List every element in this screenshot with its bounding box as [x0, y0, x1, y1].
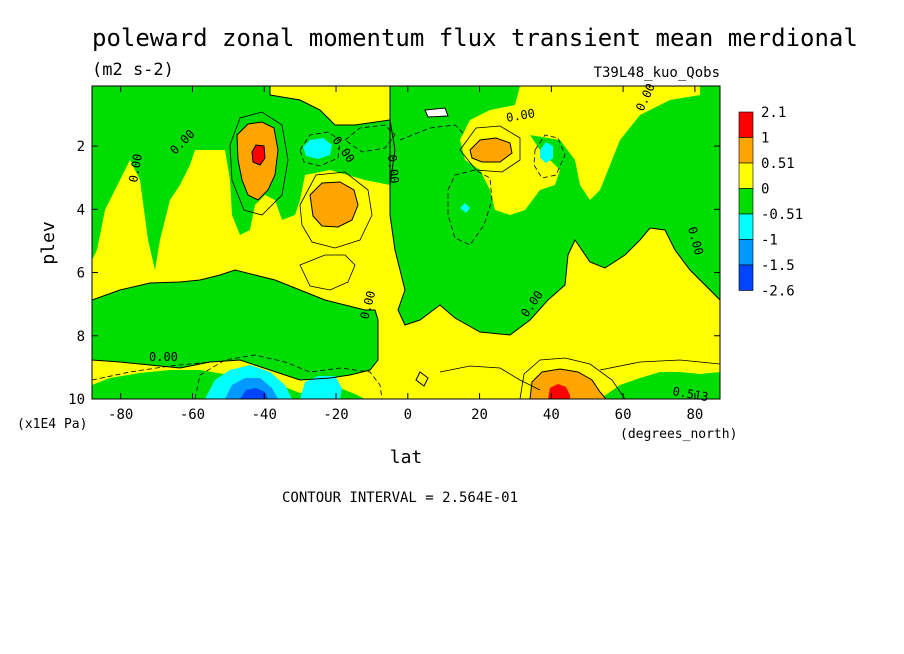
colorbar-swatch — [738, 213, 754, 240]
colorbar-swatch — [738, 111, 754, 138]
region-orange-nh — [470, 138, 512, 162]
y-axis-label: plev — [38, 221, 59, 264]
x-units-label: (degrees_north) — [620, 427, 737, 442]
x-axis-label: lat — [390, 447, 423, 468]
colorbar-label: 2.1 — [761, 105, 786, 121]
contour-label: 0.00 — [126, 153, 145, 184]
chart-title: poleward zonal momentum flux transient m… — [92, 24, 858, 52]
y-tick-label: 6 — [77, 266, 85, 282]
region-cyan-nh-mid — [460, 203, 470, 213]
region-cyan-surface-b — [300, 376, 342, 399]
contour-lines-dashed — [92, 124, 566, 399]
x-tick-label: -40 — [252, 407, 277, 423]
region-top-notch — [425, 108, 448, 117]
y-units-label: (x1E4 Pa) — [17, 417, 87, 432]
colorbar-swatch — [738, 264, 754, 291]
contour-label: 0.00 — [385, 154, 401, 184]
x-tick-label: -20 — [323, 407, 348, 423]
colorbar-label: -1.5 — [761, 258, 795, 274]
region-green-center — [390, 86, 720, 335]
x-tick-label: 80 — [686, 407, 703, 423]
region-red-nh-surface — [548, 384, 570, 399]
x-tick-label: -60 — [180, 407, 205, 423]
x-tick-label: 40 — [543, 407, 560, 423]
colorbar-swatch — [738, 137, 754, 164]
colorbar-label: 1 — [761, 131, 769, 147]
region-cyan-nh — [540, 142, 553, 163]
contour-interval-note: CONTOUR INTERVAL = 2.564E-01 — [282, 490, 518, 506]
colorbar-label: 0.51 — [761, 156, 795, 172]
colorbar-label: 0 — [761, 182, 769, 198]
region-cyan-sh — [303, 138, 332, 159]
region-green-nh-surface — [600, 372, 720, 399]
x-axis: -80 -60 -40 -20 0 20 40 60 80 — [108, 86, 703, 423]
y-tick-label: 10 — [68, 392, 85, 408]
contour-lines — [92, 86, 720, 399]
region-orange-nh-surface — [530, 369, 606, 399]
chart-units: (m2 s-2) — [92, 60, 174, 80]
colorbar-label: -2.6 — [761, 284, 795, 300]
x-tick-label: 20 — [471, 407, 488, 423]
y-tick-label: 4 — [77, 202, 85, 218]
contour-field — [92, 86, 720, 399]
colorbar-label: -1 — [761, 233, 778, 249]
y-axis: 2 4 6 8 10 — [68, 139, 720, 408]
y-tick-label: 2 — [77, 139, 85, 155]
colorbar-swatch — [738, 188, 754, 215]
contour-label: 0.00 — [149, 350, 178, 364]
contour-label: 0.00 — [505, 106, 536, 125]
region-darkblue-surface — [240, 388, 268, 399]
x-tick-label: -80 — [108, 407, 133, 423]
colorbar-legend: 2.1 1 0.51 0 -0.51 -1 -1.5 -2.6 — [738, 105, 803, 300]
y-tick-label: 8 — [77, 329, 85, 345]
colorbar-swatch — [738, 162, 754, 189]
plot-frame — [91, 85, 721, 400]
colorbar-label: -0.51 — [761, 207, 803, 223]
region-red-sh — [252, 145, 265, 165]
x-tick-label: 60 — [615, 407, 632, 423]
x-tick-label: 0 — [404, 407, 412, 423]
run-label: T39L48_kuo_Qobs — [594, 65, 720, 81]
colorbar-swatch — [738, 239, 754, 266]
contour-lines-thin — [229, 111, 720, 399]
region-orange-sh-mid — [310, 182, 358, 227]
